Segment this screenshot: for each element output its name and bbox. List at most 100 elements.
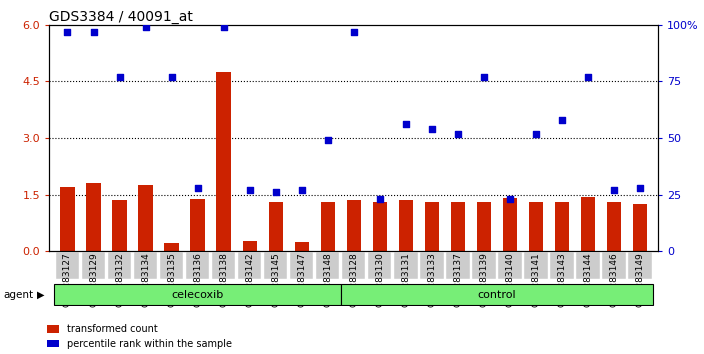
FancyBboxPatch shape [212, 252, 235, 279]
FancyBboxPatch shape [238, 252, 261, 279]
Point [530, 131, 541, 136]
Bar [87, 183, 101, 251]
Text: GSM283141: GSM283141 [532, 252, 541, 307]
Point [348, 29, 360, 34]
Text: ▶: ▶ [37, 290, 44, 300]
Text: GSM283128: GSM283128 [349, 252, 358, 307]
Text: GSM283133: GSM283133 [427, 252, 436, 307]
Text: GSM283137: GSM283137 [453, 252, 463, 307]
Point [62, 29, 73, 34]
Bar [451, 202, 465, 251]
Text: celecoxib: celecoxib [172, 290, 224, 300]
FancyBboxPatch shape [551, 252, 574, 279]
Bar [607, 202, 621, 251]
Point [218, 24, 230, 30]
Bar [139, 185, 153, 251]
FancyBboxPatch shape [342, 252, 365, 279]
FancyBboxPatch shape [472, 252, 496, 279]
Point [504, 196, 515, 202]
Point [166, 74, 177, 80]
Bar [113, 200, 127, 251]
Text: GSM283136: GSM283136 [193, 252, 202, 307]
FancyBboxPatch shape [420, 252, 444, 279]
Text: GSM283147: GSM283147 [297, 252, 306, 307]
FancyBboxPatch shape [341, 284, 653, 305]
Text: GSM283138: GSM283138 [219, 252, 228, 307]
Point [478, 74, 489, 80]
Text: GSM283143: GSM283143 [558, 252, 567, 307]
Text: GSM283145: GSM283145 [271, 252, 280, 307]
FancyBboxPatch shape [82, 252, 105, 279]
FancyBboxPatch shape [394, 252, 417, 279]
Legend: transformed count, percentile rank within the sample: transformed count, percentile rank withi… [47, 324, 232, 349]
FancyBboxPatch shape [316, 252, 339, 279]
Point [114, 74, 125, 80]
Bar [398, 200, 413, 251]
Bar [191, 199, 205, 251]
Text: GSM283140: GSM283140 [505, 252, 515, 307]
Point [322, 137, 334, 143]
FancyBboxPatch shape [446, 252, 470, 279]
Point [608, 187, 620, 193]
Bar [372, 202, 387, 251]
FancyBboxPatch shape [264, 252, 287, 279]
Point [88, 29, 99, 34]
Bar [555, 202, 569, 251]
FancyBboxPatch shape [524, 252, 548, 279]
FancyBboxPatch shape [603, 252, 626, 279]
Bar [165, 243, 179, 251]
Text: agent: agent [4, 290, 34, 300]
FancyBboxPatch shape [108, 252, 131, 279]
FancyBboxPatch shape [186, 252, 209, 279]
Text: GSM283135: GSM283135 [167, 252, 176, 307]
Point [192, 185, 203, 191]
FancyBboxPatch shape [134, 252, 157, 279]
Text: GSM283130: GSM283130 [375, 252, 384, 307]
FancyBboxPatch shape [368, 252, 391, 279]
FancyBboxPatch shape [290, 252, 313, 279]
FancyBboxPatch shape [577, 252, 600, 279]
Text: GSM283148: GSM283148 [323, 252, 332, 307]
Point [452, 131, 463, 136]
Point [426, 126, 437, 132]
Point [140, 24, 151, 30]
Point [374, 196, 385, 202]
Text: GSM283144: GSM283144 [584, 252, 593, 307]
Point [270, 190, 282, 195]
Bar [294, 242, 309, 251]
Text: GSM283142: GSM283142 [245, 252, 254, 307]
FancyBboxPatch shape [628, 252, 652, 279]
Text: GSM283146: GSM283146 [610, 252, 619, 307]
Bar [529, 202, 543, 251]
Text: GSM283139: GSM283139 [479, 252, 489, 307]
Bar [320, 202, 335, 251]
Text: GSM283127: GSM283127 [63, 252, 72, 307]
Bar [346, 200, 361, 251]
Bar [217, 72, 231, 251]
FancyBboxPatch shape [56, 252, 80, 279]
Point [634, 185, 646, 191]
Point [556, 117, 567, 123]
Text: GDS3384 / 40091_at: GDS3384 / 40091_at [49, 10, 193, 24]
Text: GSM283132: GSM283132 [115, 252, 124, 307]
Text: GSM283129: GSM283129 [89, 252, 98, 307]
Bar [268, 202, 283, 251]
Bar [61, 187, 75, 251]
FancyBboxPatch shape [54, 284, 341, 305]
Point [582, 74, 593, 80]
Bar [242, 241, 257, 251]
Point [296, 187, 308, 193]
Text: control: control [477, 290, 516, 300]
Bar [503, 199, 517, 251]
Bar [633, 204, 647, 251]
Point [400, 122, 411, 127]
Text: GSM283134: GSM283134 [141, 252, 150, 307]
Bar [581, 196, 595, 251]
Text: GSM283149: GSM283149 [636, 252, 645, 307]
Text: GSM283131: GSM283131 [401, 252, 410, 307]
Bar [477, 202, 491, 251]
Bar [425, 202, 439, 251]
Point [244, 187, 256, 193]
FancyBboxPatch shape [498, 252, 522, 279]
FancyBboxPatch shape [160, 252, 183, 279]
